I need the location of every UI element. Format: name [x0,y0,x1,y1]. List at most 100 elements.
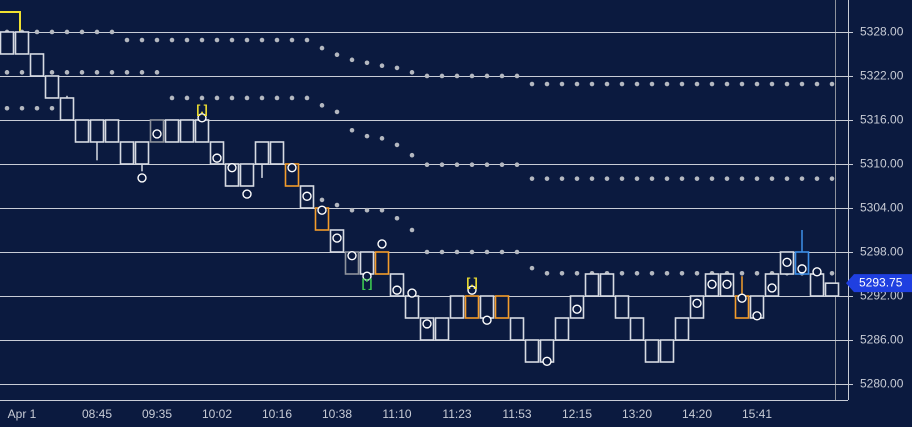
y-tick-label: 5322.00 [860,69,904,83]
band-dot [229,37,235,43]
marker [197,113,207,123]
band-dot [304,37,310,43]
band-dot [739,81,745,87]
band-dot [694,270,700,276]
marker [317,205,327,215]
band-dot [709,176,715,181]
x-tick-label: 15:41 [742,407,772,421]
band-dot [514,162,520,168]
band-dot [244,37,250,43]
band-dot [604,81,610,87]
band-dot [469,162,475,168]
marker [692,298,702,309]
y-tick-label: 5316.00 [860,113,904,127]
box [614,295,630,319]
band-dot [619,176,625,181]
marker [152,129,162,139]
band-dot [379,63,385,69]
band-dot [439,73,445,79]
band-dot [394,65,400,71]
x-tick-label: 12:15 [562,407,592,421]
band-dot [64,29,70,35]
box [434,317,450,341]
box [239,163,255,187]
box [644,339,660,363]
marker [482,315,492,325]
y-tick-label: 5298.00 [860,245,904,259]
box [74,119,90,143]
band-dot [664,270,670,276]
band-dot [49,70,55,75]
band-dot [79,70,85,75]
band-dot [349,207,355,213]
band-dot [379,136,385,141]
band-dot [574,270,580,276]
x-tick-label: 10:02 [202,407,232,421]
box [404,295,420,319]
band-dot [799,176,805,181]
x-tick-label: 09:35 [142,407,172,421]
band-dot [709,81,715,87]
marker [347,250,357,261]
band-dot [814,176,820,181]
box [629,317,645,341]
box [374,251,390,275]
band-dot [259,37,265,43]
band-dot [829,270,835,276]
band-dot [379,207,385,213]
marker [362,271,372,281]
band-dot [559,81,565,87]
box [824,282,840,297]
band-dot [529,265,535,271]
marker [812,267,822,277]
x-tick-label: 11:53 [502,407,531,421]
box [44,75,60,99]
band-dot [64,70,70,75]
box [164,119,180,143]
band-dot [289,95,295,101]
box [524,339,540,363]
band-dot [34,29,40,35]
box [554,317,570,341]
marker [542,356,552,366]
band-dot [619,270,625,276]
band-dot [259,95,265,101]
marker [137,173,147,183]
box [269,141,285,165]
band-dot [724,176,730,181]
band-dot [424,162,430,168]
y-tick-label: 5292.00 [860,289,904,303]
box [119,141,135,165]
marker [392,285,402,295]
band-dot [814,81,820,87]
annotation: ['] [362,276,373,290]
band-dot [169,37,175,43]
marker [797,264,807,274]
band-dot [469,73,475,79]
box [89,119,105,143]
band-dot [424,73,430,79]
band-dot [184,37,190,43]
marker [782,257,792,267]
band-dot [679,176,685,181]
band-dot [574,176,580,181]
band-dot [244,95,250,101]
band-dot [529,81,535,87]
band-dot [649,176,655,181]
band-dot [484,73,490,79]
marker [752,311,762,321]
band-dot [79,29,85,35]
marker [707,279,717,289]
band-dot [634,270,640,276]
band-dot [754,176,760,181]
band-dot [499,249,505,255]
band-dot [664,81,670,87]
band-dot [679,81,685,87]
box [134,141,150,165]
band-dot [649,270,655,276]
band-dot [574,81,580,87]
band-dot [274,37,280,43]
band-dot [364,207,370,213]
band-dot [649,81,655,87]
